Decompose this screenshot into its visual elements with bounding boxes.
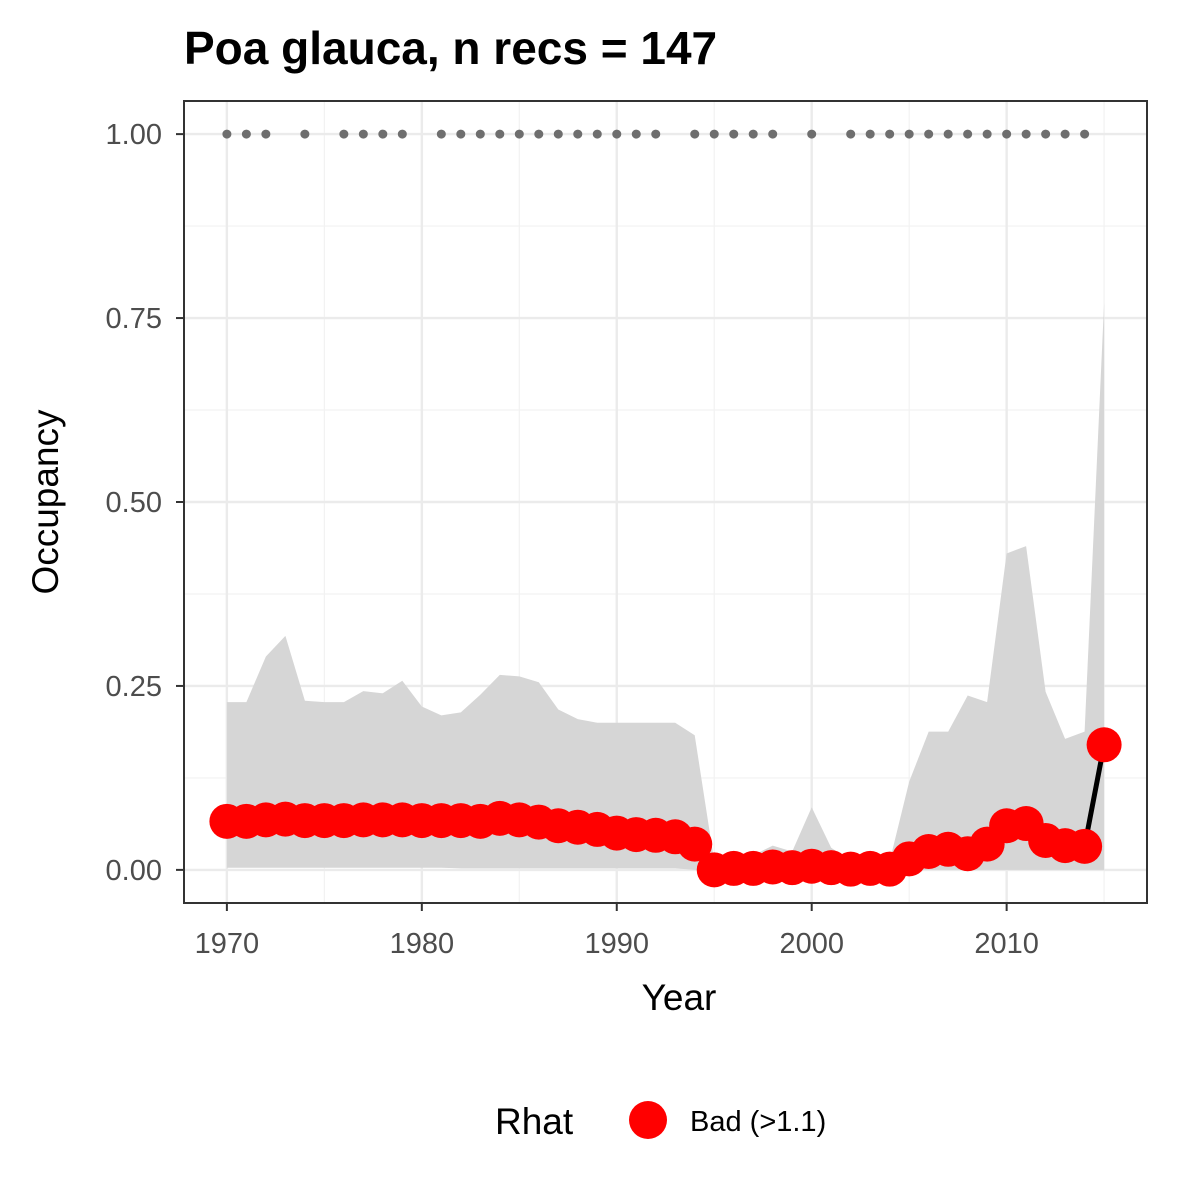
record-point xyxy=(807,129,817,139)
y-tick-label: 0.25 xyxy=(106,671,162,703)
occupancy-point xyxy=(677,826,713,862)
x-tick-label: 1980 xyxy=(390,928,455,960)
record-point xyxy=(885,129,895,139)
record-point xyxy=(241,129,251,139)
record-point xyxy=(865,129,875,139)
legend: Rhat Bad (>1.1) xyxy=(495,1101,826,1142)
record-point xyxy=(651,129,661,139)
record-point xyxy=(222,129,232,139)
legend-label: Bad (>1.1) xyxy=(690,1106,826,1138)
record-point xyxy=(709,129,719,139)
ribbon-area xyxy=(226,303,1105,870)
record-point xyxy=(261,129,271,139)
axes: 1970 1980 1990 2000 2010 0.00 0.25 0.50 0.75 1.00 xyxy=(106,119,1039,960)
record-point xyxy=(612,129,622,139)
y-axis-title: Occupancy xyxy=(25,409,66,595)
record-point xyxy=(963,129,973,139)
record-point xyxy=(729,129,739,139)
record-point xyxy=(982,129,992,139)
record-point xyxy=(1002,129,1012,139)
record-point xyxy=(456,129,466,139)
record-point xyxy=(339,129,349,139)
y-tick-label: 0.50 xyxy=(106,487,162,519)
x-tick-label: 2000 xyxy=(779,928,844,960)
y-tick-label: 1.00 xyxy=(106,119,162,151)
record-point xyxy=(514,129,524,139)
record-point xyxy=(573,129,583,139)
record-point xyxy=(553,129,563,139)
x-tick-label: 2010 xyxy=(974,928,1039,960)
record-point xyxy=(378,129,388,139)
y-tick-label: 0.75 xyxy=(106,303,162,335)
record-point xyxy=(924,129,934,139)
record-point xyxy=(768,129,778,139)
occupancy-point xyxy=(1086,727,1122,763)
record-point xyxy=(300,129,310,139)
chart-title: Poa glauca, n recs = 147 xyxy=(184,22,717,74)
record-point xyxy=(1021,129,1031,139)
occupancy-points xyxy=(209,727,1122,888)
record-point xyxy=(436,129,446,139)
record-points xyxy=(222,129,1090,139)
record-point xyxy=(592,129,602,139)
record-point xyxy=(1080,129,1090,139)
record-point xyxy=(904,129,914,139)
y-tick-label: 0.00 xyxy=(106,855,162,887)
record-point xyxy=(534,129,544,139)
legend-title: Rhat xyxy=(495,1101,574,1142)
record-point xyxy=(358,129,368,139)
x-tick-label: 1990 xyxy=(585,928,650,960)
credible-interval-ribbon xyxy=(226,303,1105,870)
record-point xyxy=(495,129,505,139)
record-point xyxy=(397,129,407,139)
occupancy-point xyxy=(1067,828,1103,864)
legend-key-point xyxy=(629,1101,667,1139)
record-point xyxy=(690,129,700,139)
x-tick-label: 1970 xyxy=(195,928,260,960)
record-point xyxy=(1041,129,1051,139)
record-point xyxy=(846,129,856,139)
record-point xyxy=(475,129,485,139)
record-point xyxy=(943,129,953,139)
record-point xyxy=(748,129,758,139)
record-point xyxy=(631,129,641,139)
x-axis-title: Year xyxy=(642,977,717,1018)
record-point xyxy=(1060,129,1070,139)
